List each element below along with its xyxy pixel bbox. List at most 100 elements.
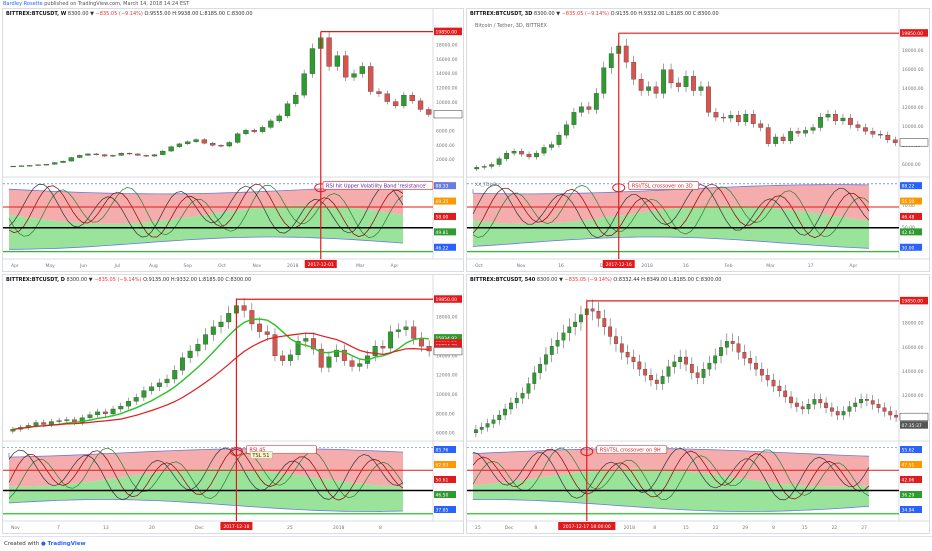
candle[interactable] [818, 116, 823, 128]
candle[interactable] [164, 378, 170, 384]
candle[interactable] [179, 357, 185, 371]
candle[interactable] [573, 321, 578, 327]
candle[interactable] [272, 334, 278, 356]
candle[interactable] [210, 326, 216, 335]
candle[interactable] [426, 346, 432, 352]
candle[interactable] [133, 397, 139, 402]
candle[interactable] [894, 414, 898, 418]
candle[interactable] [601, 67, 607, 94]
candle[interactable] [195, 344, 201, 352]
candle[interactable] [384, 93, 390, 102]
candle[interactable] [226, 313, 232, 323]
candle[interactable] [388, 331, 394, 349]
candle[interactable] [818, 399, 823, 404]
candle[interactable] [532, 372, 537, 384]
candle[interactable] [293, 94, 299, 104]
price-chart-svg[interactable]: 18000.0016000.0014000.0012000.0010000.00… [467, 275, 929, 533]
candle[interactable] [295, 341, 301, 356]
candle[interactable] [549, 346, 554, 355]
candle[interactable] [758, 123, 764, 128]
candle[interactable] [497, 414, 502, 421]
candle[interactable] [52, 162, 58, 165]
candle[interactable] [549, 144, 554, 148]
panel-3day[interactable]: BITTREX:BTCUSDT, 3D 8300.00 ▼ −835.05 (−… [466, 8, 930, 272]
candle[interactable] [885, 134, 891, 141]
candle[interactable] [556, 134, 562, 145]
candle[interactable] [534, 152, 539, 158]
price-chart-svg[interactable]: 18000.0016000.0014000.0012000.0010000.00… [3, 275, 463, 533]
candle[interactable] [392, 101, 399, 107]
candle[interactable] [341, 349, 347, 361]
candle[interactable] [707, 362, 712, 370]
candle[interactable] [876, 404, 881, 408]
panel-daily[interactable]: BITTREX:BTCUSDT, D 8300.00 ▼ −835.05 (−9… [2, 274, 464, 534]
candle[interactable] [783, 390, 788, 398]
candle[interactable] [862, 127, 868, 132]
candle[interactable] [326, 37, 332, 67]
candle[interactable] [625, 352, 630, 358]
candle[interactable] [193, 139, 199, 142]
candle[interactable] [268, 120, 274, 128]
candle[interactable] [149, 386, 155, 391]
candle[interactable] [95, 411, 101, 415]
candle[interactable] [555, 339, 560, 347]
candle[interactable] [318, 348, 324, 368]
panel-weekly[interactable]: BITTREX:BTCUSDT, W 8300.00 ▼ −835.05 (−9… [2, 8, 464, 272]
candle[interactable] [426, 109, 432, 115]
candle[interactable] [287, 354, 293, 361]
candle[interactable] [234, 133, 241, 143]
candle[interactable] [85, 153, 91, 156]
candle[interactable] [855, 124, 861, 128]
candle[interactable] [748, 358, 753, 364]
candle[interactable] [481, 166, 487, 168]
candle[interactable] [713, 112, 719, 118]
candle[interactable] [812, 399, 817, 405]
candle[interactable] [60, 160, 66, 163]
candle[interactable] [742, 352, 747, 359]
candle[interactable] [870, 400, 875, 405]
candle[interactable] [695, 372, 700, 378]
candle[interactable] [765, 375, 770, 381]
candle[interactable] [380, 346, 386, 349]
candle[interactable] [623, 45, 629, 63]
tradingview-brand[interactable]: TradingView [47, 541, 86, 547]
candle[interactable] [489, 164, 495, 167]
candle[interactable] [544, 354, 548, 365]
candle[interactable] [218, 145, 224, 147]
candle[interactable] [156, 382, 162, 387]
candle[interactable] [810, 127, 816, 131]
candle[interactable] [259, 127, 266, 132]
candle[interactable] [720, 116, 726, 119]
candle[interactable] [892, 139, 898, 143]
candle[interactable] [309, 48, 316, 74]
candle[interactable] [160, 150, 166, 155]
candle[interactable] [503, 408, 507, 416]
candle[interactable] [509, 402, 513, 410]
candle[interactable] [301, 73, 307, 96]
candle[interactable] [357, 363, 363, 367]
candle[interactable] [800, 406, 805, 410]
candle[interactable] [401, 94, 407, 107]
candle[interactable] [409, 94, 415, 102]
candle[interactable] [780, 136, 786, 141]
candle[interactable] [619, 343, 624, 353]
candle[interactable] [87, 414, 93, 418]
candle[interactable] [877, 134, 883, 136]
candle[interactable] [474, 167, 480, 170]
candle[interactable] [35, 164, 41, 166]
candle[interactable] [736, 343, 741, 353]
candle[interactable] [608, 53, 614, 68]
candle[interactable] [788, 131, 794, 141]
candle[interactable] [590, 308, 595, 312]
candle[interactable] [504, 152, 510, 159]
candle[interactable] [77, 155, 83, 158]
candle[interactable] [520, 393, 525, 399]
candle[interactable] [10, 165, 16, 168]
candle[interactable] [226, 142, 232, 147]
candle[interactable] [541, 147, 547, 154]
candle[interactable] [376, 91, 382, 94]
candle[interactable] [728, 115, 734, 119]
panel-9h[interactable]: BITTREX:BTCUSDT, 540 8300.00 ▼ −835.05 (… [466, 274, 930, 534]
candle[interactable] [218, 321, 224, 327]
candle[interactable] [806, 404, 811, 410]
